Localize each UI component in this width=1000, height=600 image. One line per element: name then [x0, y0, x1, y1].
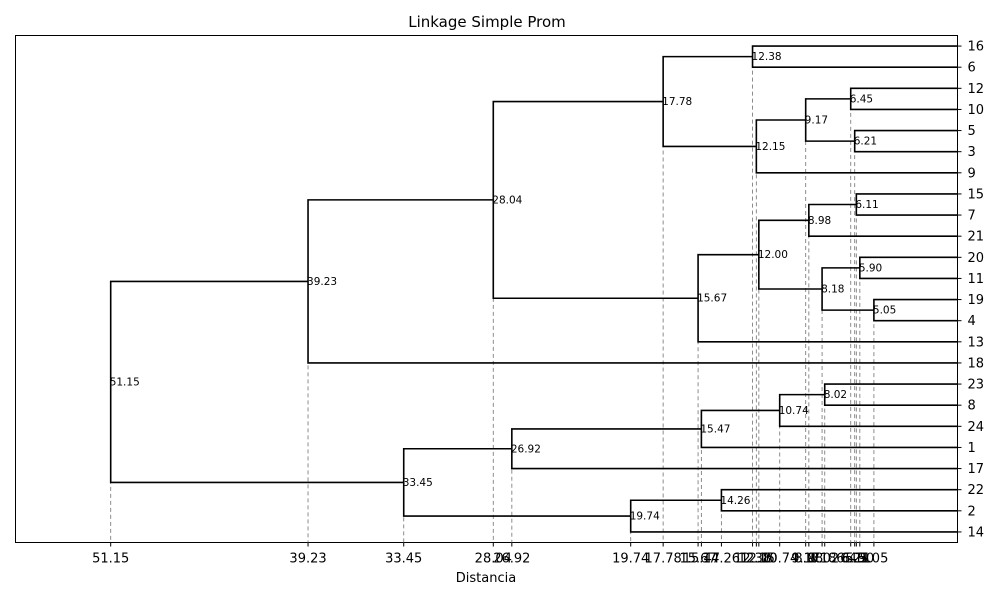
guide-lines [110, 56, 875, 543]
x-tick-label: 17.78 [645, 552, 682, 567]
merge-label-n4: 9.17 [805, 115, 828, 127]
x-tick-label: 5.90 [845, 552, 874, 567]
x-tick-label: 8.98 [794, 552, 823, 567]
merge-label-n2: 6.45 [850, 93, 873, 105]
leaf-label: 16 [968, 40, 985, 55]
merge-label-n14: 28.04 [492, 194, 522, 206]
x-tick-label: 19.74 [612, 552, 649, 567]
x-tick-label: 8.02 [810, 552, 839, 567]
merge-label-n13: 15.67 [697, 293, 727, 305]
x-tick-label: 6.45 [836, 552, 865, 567]
plot-frame [15, 35, 958, 543]
x-tick-label: 26.92 [493, 552, 530, 567]
x-tick-label: 39.23 [289, 552, 326, 567]
x-axis-label: Distancia [456, 571, 516, 586]
merge-label-n9: 5.90 [859, 262, 882, 274]
leaf-label: 21 [968, 230, 985, 245]
merge-label-n19: 26.92 [511, 443, 541, 455]
leaf-label: 7 [968, 209, 976, 224]
leaf-label: 8 [968, 399, 976, 414]
x-tick-label: 12.15 [738, 552, 775, 567]
leaf-label: 17 [968, 462, 985, 477]
x-tick-label: 8.18 [808, 552, 837, 567]
link-n19 [511, 428, 958, 470]
link-n8 [808, 203, 958, 237]
leaf-label: 14 [968, 525, 985, 540]
leaf-label: 11 [968, 272, 985, 287]
x-tick-label: 15.47 [683, 552, 720, 567]
merge-label-n11: 8.18 [821, 284, 844, 296]
merge-label-n3: 6.21 [854, 136, 877, 148]
link-n1 [751, 45, 958, 68]
merge-label-n6: 17.78 [662, 96, 692, 108]
leaf-label: 1 [968, 441, 976, 456]
leaf-label: 13 [968, 335, 985, 350]
x-tick-label: 15.67 [679, 552, 716, 567]
link-n20 [720, 488, 958, 512]
x-tick-label: 6.21 [840, 552, 869, 567]
link-n14 [492, 100, 699, 300]
merge-label-n5: 12.15 [755, 141, 785, 153]
merge-label-n12: 12.00 [758, 249, 788, 261]
merge-label-n1: 12.38 [752, 51, 782, 63]
merge-label-n20: 14.26 [720, 495, 750, 507]
x-tick-label: 12.38 [734, 552, 771, 567]
leaf-label: 5 [968, 124, 976, 139]
link-n6 [662, 55, 757, 148]
leaf-label: 24 [968, 420, 985, 435]
merge-label-n10: 5.05 [873, 305, 896, 317]
x-tick-label: 28.04 [475, 552, 512, 567]
x-tick-label: 6.11 [842, 552, 871, 567]
merge-label-n23: 51.15 [110, 376, 140, 388]
x-tick-label: 5.05 [859, 552, 888, 567]
leaf-label: 23 [968, 378, 985, 393]
x-tick-label: 9.17 [791, 552, 820, 567]
leaf-label: 19 [968, 293, 985, 308]
link-n2 [849, 87, 958, 111]
leaf-label: 3 [968, 145, 976, 160]
x-tick-label: 51.15 [92, 552, 129, 567]
leaf-label: 9 [968, 166, 976, 181]
merge-label-n17: 10.74 [779, 405, 809, 417]
merge-label-n22: 33.45 [403, 477, 433, 489]
merge-label-n15: 39.23 [307, 276, 337, 288]
leaf-label: 22 [968, 483, 985, 498]
x-tick-label: 10.74 [761, 552, 798, 567]
leaf-label: 15 [968, 187, 985, 202]
merge-label-n18: 15.47 [700, 423, 730, 435]
leaf-label: 10 [968, 103, 985, 118]
chart-title: Linkage Simple Prom [408, 13, 566, 31]
merge-distance-labels: 12.38 6.45 6.21 9.17 12.15 17.78 6.11 8.98 5.90 5… [110, 51, 897, 522]
merge-label-n21: 19.74 [630, 511, 660, 523]
leaf-label: 18 [968, 356, 985, 371]
link-n22 [402, 447, 631, 517]
leaf-label: 2 [968, 504, 976, 519]
leaf-label: 4 [968, 314, 976, 329]
leaf-label: 6 [968, 61, 976, 76]
link-n23 [109, 280, 404, 484]
link-n7 [855, 193, 958, 216]
x-tick-label: 14.26 [703, 552, 740, 567]
leaf-label: 20 [968, 251, 985, 266]
merge-label-n8: 8.98 [808, 215, 831, 227]
link-n13 [697, 253, 958, 343]
link-n21 [629, 499, 958, 533]
merge-label-n16: 8.02 [824, 389, 847, 401]
link-n18 [700, 409, 958, 449]
x-tick-label: 12.00 [740, 552, 777, 567]
link-n12 [758, 219, 823, 290]
merge-label-n7: 6.11 [855, 199, 878, 211]
dendrogram-links [109, 45, 958, 533]
leaf-label: 12 [968, 82, 985, 97]
x-tick-label: 33.45 [385, 552, 422, 567]
